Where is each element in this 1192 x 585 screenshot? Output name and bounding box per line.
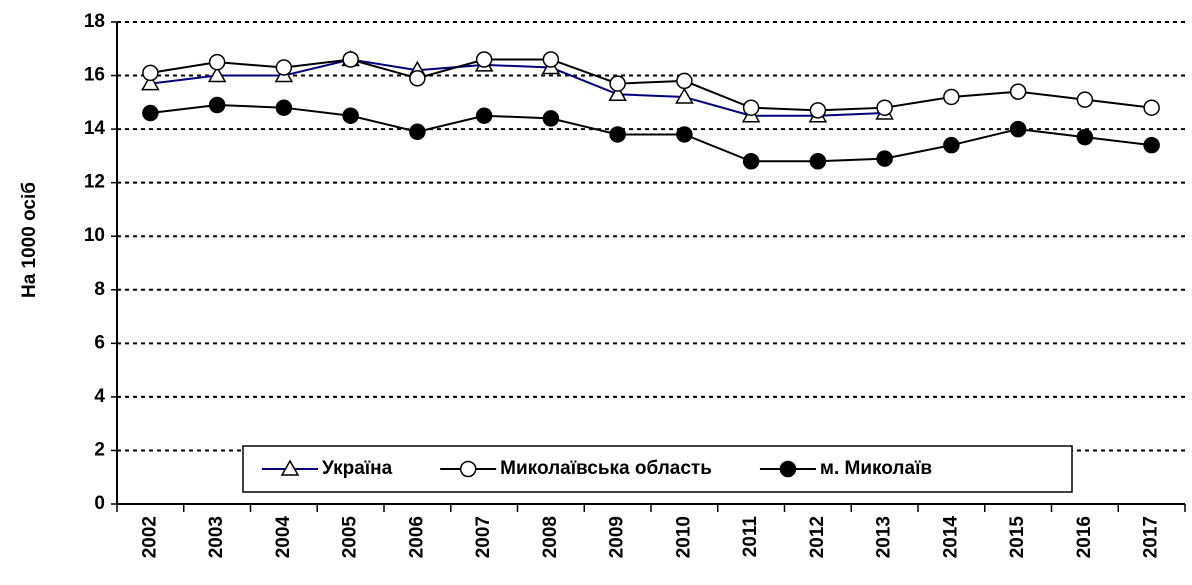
y-tick-label: 6 (94, 332, 105, 353)
data-point (742, 152, 760, 170)
legend-label: Україна (322, 458, 393, 479)
series-line (150, 58, 885, 117)
x-tick-label: 2003 (206, 516, 227, 558)
y-tick-label: 4 (94, 386, 105, 407)
y-tick-label: 16 (84, 65, 105, 86)
data-point (142, 104, 159, 122)
x-tick-label: 2005 (340, 516, 361, 559)
y-tick-label: 0 (94, 493, 105, 514)
x-tick-label: 2015 (1007, 516, 1028, 559)
x-tick-label: 2009 (607, 516, 628, 558)
x-tick-label: 2011 (740, 516, 761, 558)
data-point (876, 99, 893, 116)
data-point (275, 99, 293, 116)
x-tick-label: 2013 (874, 516, 895, 558)
series-line (150, 104, 1152, 163)
legend-marker (779, 460, 797, 478)
x-tick-label: 2017 (1141, 516, 1162, 558)
data-point (409, 69, 426, 87)
data-point (809, 152, 827, 170)
y-tick-label: 12 (84, 172, 105, 193)
legend-label: Миколаївська область (500, 458, 712, 479)
y-axis-label: На 1000 осіб (19, 182, 40, 298)
x-tick-label: 2004 (273, 516, 294, 559)
data-point (1076, 91, 1094, 108)
data-point (1009, 120, 1027, 138)
legend-label: м. Миколаїв (820, 458, 932, 479)
data-point (943, 88, 960, 106)
data-point (275, 59, 293, 76)
data-point (208, 53, 226, 71)
legend-marker (459, 460, 477, 478)
x-tick-label: 2008 (540, 516, 561, 558)
y-tick-label: 14 (84, 118, 106, 139)
data-point (609, 75, 626, 92)
x-tick-label: 2006 (406, 516, 427, 558)
data-point (141, 74, 160, 91)
data-point (943, 136, 960, 154)
legend: Україна Миколаївська область м. Миколаїв (242, 445, 1073, 493)
y-tick-label: 8 (94, 279, 105, 300)
data-point (207, 66, 227, 83)
data-point (409, 123, 426, 141)
data-point (475, 107, 493, 124)
data-point (1009, 83, 1027, 100)
data-point (876, 150, 893, 167)
data-point (676, 72, 693, 90)
data-point (542, 110, 560, 127)
legend-box (242, 445, 1073, 493)
legend-marker (280, 459, 300, 476)
data-point (1076, 128, 1094, 146)
x-tick-label: 2014 (940, 516, 961, 559)
y-tick-label: 2 (94, 439, 105, 460)
data-point (542, 51, 560, 68)
data-point (608, 84, 627, 102)
data-point (809, 102, 827, 119)
data-point (675, 87, 694, 104)
x-tick-label: 2002 (139, 516, 160, 558)
data-point (676, 126, 693, 143)
x-tick-label: 2016 (1074, 516, 1095, 558)
data-point (475, 51, 493, 68)
data-point (342, 51, 359, 68)
x-tick-label: 2010 (673, 516, 694, 558)
data-point (342, 107, 359, 124)
data-point (142, 64, 159, 82)
data-point (609, 126, 626, 143)
series-line (150, 58, 1152, 112)
x-tick-label: 2007 (473, 516, 494, 558)
x-tick-label: 2012 (807, 516, 828, 558)
data-point (1143, 99, 1160, 116)
data-point (1143, 136, 1160, 154)
data-point (742, 99, 760, 116)
y-tick-label: 18 (84, 11, 105, 32)
data-point (208, 96, 226, 114)
y-tick-label: 10 (84, 225, 105, 246)
